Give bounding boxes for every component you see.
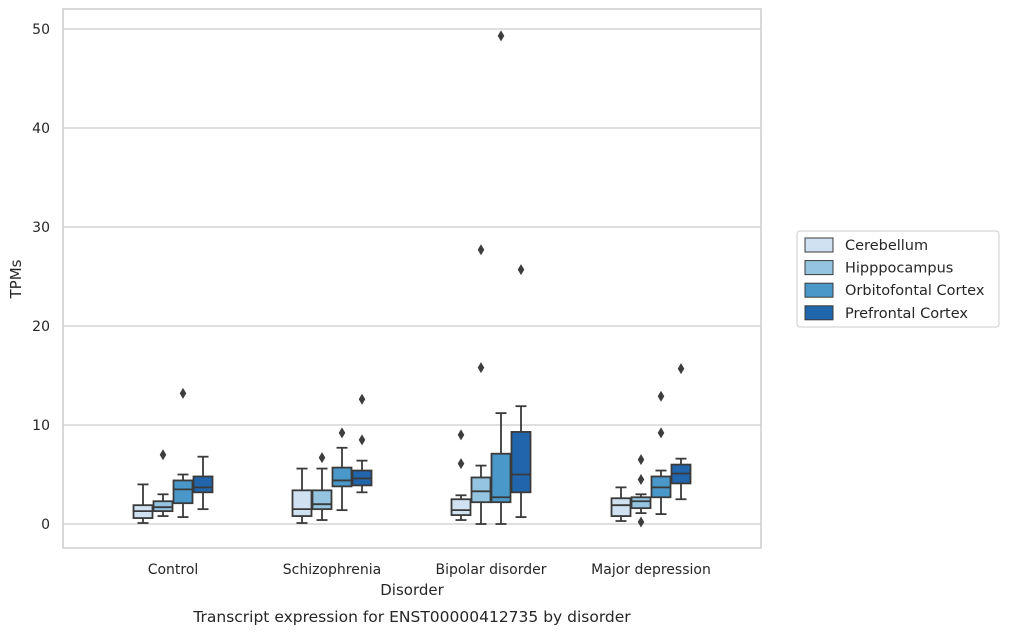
outlier-point (657, 427, 665, 439)
box-iqr (172, 479, 194, 505)
y-tick-label: 50 (32, 22, 50, 38)
y-tick-label: 20 (32, 319, 50, 335)
box-plot-item (311, 452, 333, 521)
plot-frame (62, 8, 762, 549)
outlier-point (338, 427, 346, 439)
box-iqr (331, 466, 353, 488)
x-tick-labels: Control Schizophrenia Bipolar disorder Majo… (148, 562, 711, 578)
box-plot-item (152, 449, 174, 517)
outlier-point (358, 434, 366, 446)
y-tick-label: 40 (32, 121, 50, 137)
y-axis-label: TPMs (7, 259, 25, 299)
box-plot-item (650, 390, 672, 515)
legend-label: Cerebellum (845, 238, 928, 254)
box-plot-item (291, 467, 313, 524)
outlier-point (657, 390, 665, 402)
box-plot-item (172, 387, 194, 518)
y-tick-labels: 0 10 20 30 40 50 (32, 22, 50, 533)
legend-swatch (804, 237, 834, 253)
box-plot-item (470, 244, 492, 525)
box-plot-item (670, 363, 692, 501)
outlier-point (477, 362, 485, 374)
legend-frame (796, 230, 1000, 328)
box-plot-item (610, 486, 632, 522)
outlier-point (457, 458, 465, 470)
x-tick-label: Major depression (591, 562, 711, 578)
outlier-point (358, 393, 366, 405)
box-plot-item (351, 393, 373, 494)
legend-label: Orbitofontal Cortex (845, 283, 985, 299)
box-iqr (490, 452, 512, 504)
outlier-point (457, 429, 465, 441)
box-iqr (450, 498, 472, 516)
y-tick-label: 0 (41, 517, 50, 533)
box-plot-item (510, 264, 532, 518)
y-tick-label: 10 (32, 418, 50, 434)
box-plot-item (192, 455, 214, 511)
box-iqr (291, 489, 313, 517)
outlier-point (159, 449, 167, 461)
box-iqr (311, 489, 333, 511)
x-tick-label: Schizophrenia (283, 562, 381, 578)
legend-label: Hipppocampus (845, 261, 953, 277)
box-plot-item (331, 427, 353, 512)
legend-swatch (804, 282, 834, 298)
box-iqr (510, 431, 532, 494)
box-plot-item (132, 483, 154, 524)
legend-swatch (804, 305, 834, 321)
outlier-point (497, 30, 505, 42)
box-plot-item (490, 30, 512, 525)
box-layer (132, 30, 692, 528)
box-iqr (192, 475, 214, 494)
x-tick-label: Bipolar disorder (435, 562, 546, 578)
box-plot-item (450, 429, 472, 521)
outlier-point (179, 387, 187, 399)
chart-caption: Transcript expression for ENST0000041273… (192, 608, 631, 626)
outlier-point (677, 363, 685, 375)
box-iqr (152, 500, 174, 513)
outlier-point (517, 264, 525, 276)
outlier-point (477, 244, 485, 256)
x-tick-label: Control (148, 562, 199, 578)
outlier-point (318, 452, 326, 464)
box-iqr (630, 496, 652, 510)
legend-label: Prefrontal Cortex (845, 306, 968, 322)
box-iqr (470, 476, 492, 504)
x-axis-label: Disorder (380, 581, 444, 599)
y-tick-label: 30 (32, 220, 50, 236)
legend: Cerebellum Hipppocampus Orbitofontal Corte… (796, 230, 1000, 328)
box-plot-item (630, 454, 652, 528)
outlier-point (637, 516, 645, 528)
legend-swatch (804, 260, 834, 276)
outlier-point (637, 473, 645, 485)
outlier-point (637, 454, 645, 466)
box-iqr (610, 497, 632, 517)
grid-lines (63, 28, 761, 525)
